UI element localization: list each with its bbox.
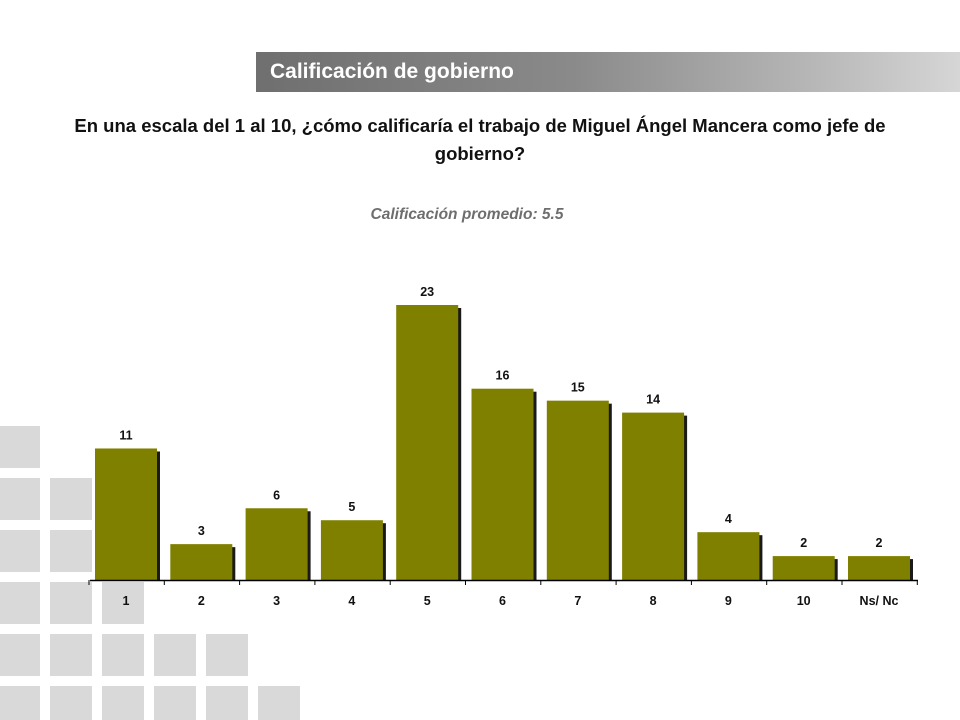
category-label: 4 [348, 594, 355, 608]
bar [95, 448, 157, 580]
decor-square [206, 686, 248, 720]
bar [546, 400, 609, 580]
decor-square [258, 686, 300, 720]
section-header-bar: Calificación de gobierno [256, 52, 960, 92]
decor-square [102, 582, 144, 624]
decor-square [154, 686, 196, 720]
survey-question: En una escala del 1 al 10, ¿cómo calific… [74, 115, 886, 164]
category-label: 6 [499, 594, 506, 608]
bar-value-label: 16 [496, 369, 510, 383]
category-label: 5 [424, 594, 431, 608]
decor-square [0, 478, 40, 520]
category-label: 7 [574, 594, 581, 608]
decor-square [0, 634, 40, 676]
bar-value-label: 23 [420, 285, 434, 299]
decor-square [154, 634, 196, 676]
category-label: 8 [650, 594, 657, 608]
average-rating-label: Calificación promedio: 5.5 [370, 206, 564, 223]
decor-square [50, 686, 92, 720]
decor-square [50, 582, 92, 624]
decor-square [50, 634, 92, 676]
category-label: 2 [198, 594, 205, 608]
decor-square [0, 582, 40, 624]
category-label: 1 [123, 594, 130, 608]
section-title: Calificación de gobierno [270, 60, 514, 83]
bar [772, 556, 835, 580]
decor-square [0, 530, 40, 572]
decor-square [102, 634, 144, 676]
decor-square [102, 686, 144, 720]
category-label: 3 [273, 594, 280, 608]
decor-square [0, 426, 40, 468]
bar-value-label: 3 [198, 524, 205, 538]
category-label: Ns/ Nc [860, 594, 899, 608]
bar-value-label: 5 [348, 500, 355, 514]
bar-value-label: 2 [800, 536, 807, 550]
bar-value-label: 14 [646, 393, 660, 407]
decor-square [0, 686, 40, 720]
bar-value-label: 6 [273, 488, 280, 502]
bar [622, 412, 685, 580]
bar [320, 520, 383, 580]
bar [697, 532, 760, 580]
bar [396, 305, 459, 580]
bar-value-label: 4 [725, 512, 732, 526]
bar [170, 544, 233, 580]
decor-square [50, 478, 92, 520]
category-label: 9 [725, 594, 732, 608]
bar [848, 556, 910, 580]
bar-value-label: 2 [876, 536, 883, 550]
bar-value-label: 11 [119, 428, 132, 442]
bar [471, 388, 534, 580]
bar-value-label: 15 [571, 381, 585, 395]
bar [245, 508, 308, 580]
category-label: 10 [797, 594, 811, 608]
decor-square [206, 634, 248, 676]
decor-square [50, 530, 92, 572]
